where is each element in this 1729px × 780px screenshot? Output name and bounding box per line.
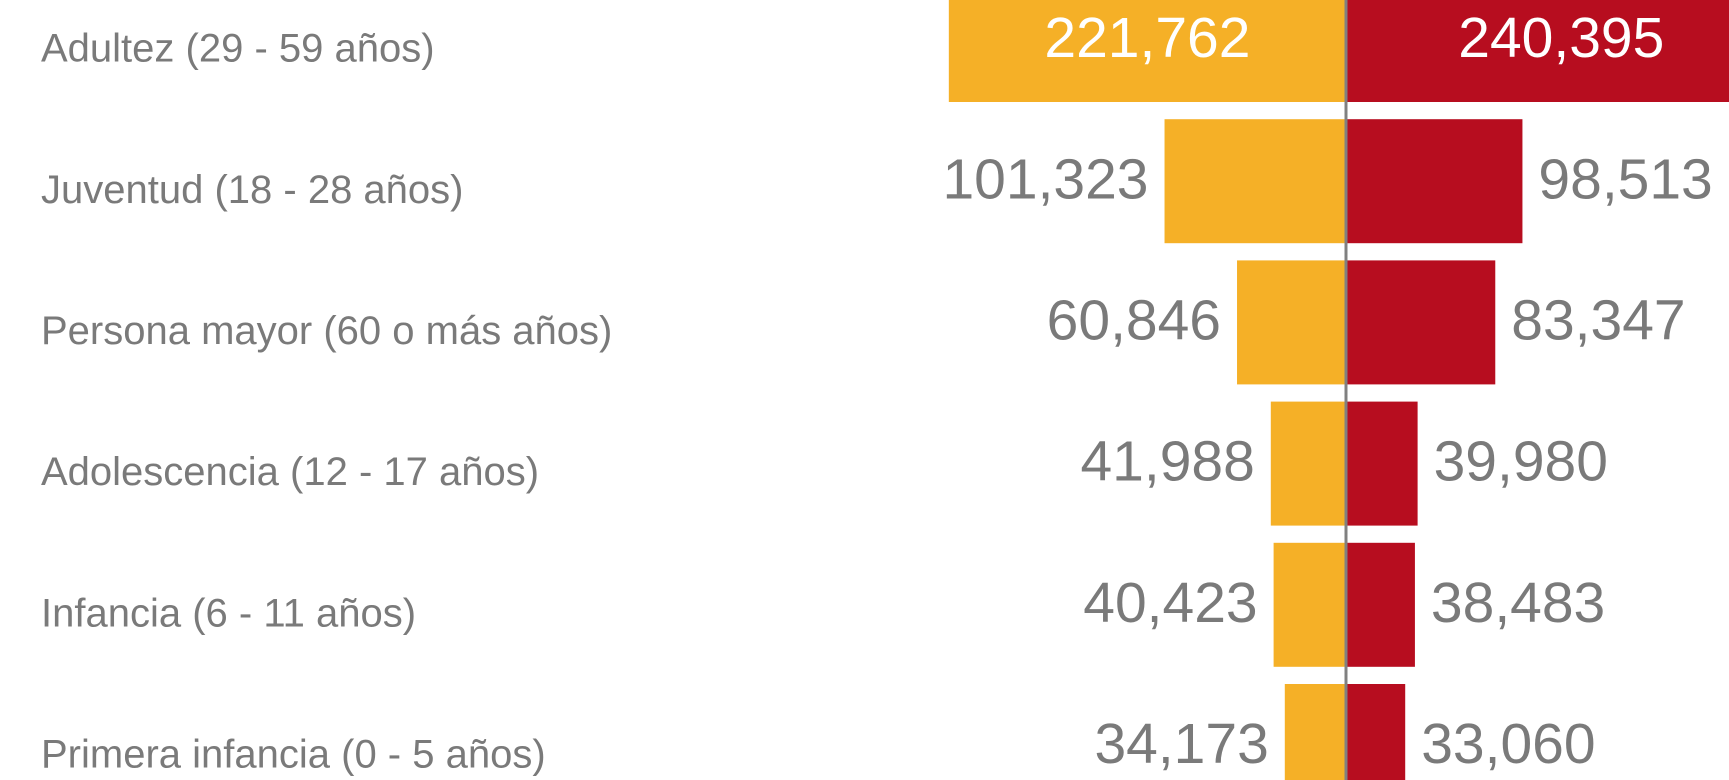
bar — [948, 0, 1346, 102]
value-label: 98,513 — [1538, 147, 1712, 211]
bar — [1346, 542, 1415, 667]
bar — [1273, 542, 1346, 667]
value-label: 40,423 — [1083, 571, 1257, 635]
bar — [1237, 260, 1346, 385]
value-label: 38,483 — [1431, 571, 1605, 635]
value-label: 101,323 — [942, 147, 1148, 211]
category-label: Persona mayor (60 o más años) — [41, 309, 612, 353]
category-label: Juventud (18 - 28 años) — [41, 168, 463, 212]
value-label: 41,988 — [1080, 430, 1254, 494]
value-label: 240,395 — [1458, 6, 1664, 70]
bar — [1346, 260, 1496, 385]
value-label: 83,347 — [1511, 288, 1685, 352]
bar — [1346, 119, 1523, 244]
bar — [1164, 119, 1346, 244]
bar — [1284, 684, 1346, 780]
value-label: 33,060 — [1421, 712, 1595, 776]
category-label: Adolescencia (12 - 17 años) — [41, 450, 539, 494]
value-label: 34,173 — [1094, 712, 1268, 776]
value-label: 60,846 — [1047, 288, 1221, 352]
bar — [1270, 401, 1346, 526]
bar — [1346, 0, 1729, 102]
value-label: 39,980 — [1434, 430, 1608, 494]
category-label: Adultez (29 - 59 años) — [41, 27, 435, 71]
bar — [1346, 684, 1406, 780]
value-label: 221,762 — [1044, 6, 1250, 70]
bar — [1346, 401, 1418, 526]
category-label: Primera infancia (0 - 5 años) — [41, 733, 546, 777]
category-label: Infancia (6 - 11 años) — [41, 591, 416, 635]
